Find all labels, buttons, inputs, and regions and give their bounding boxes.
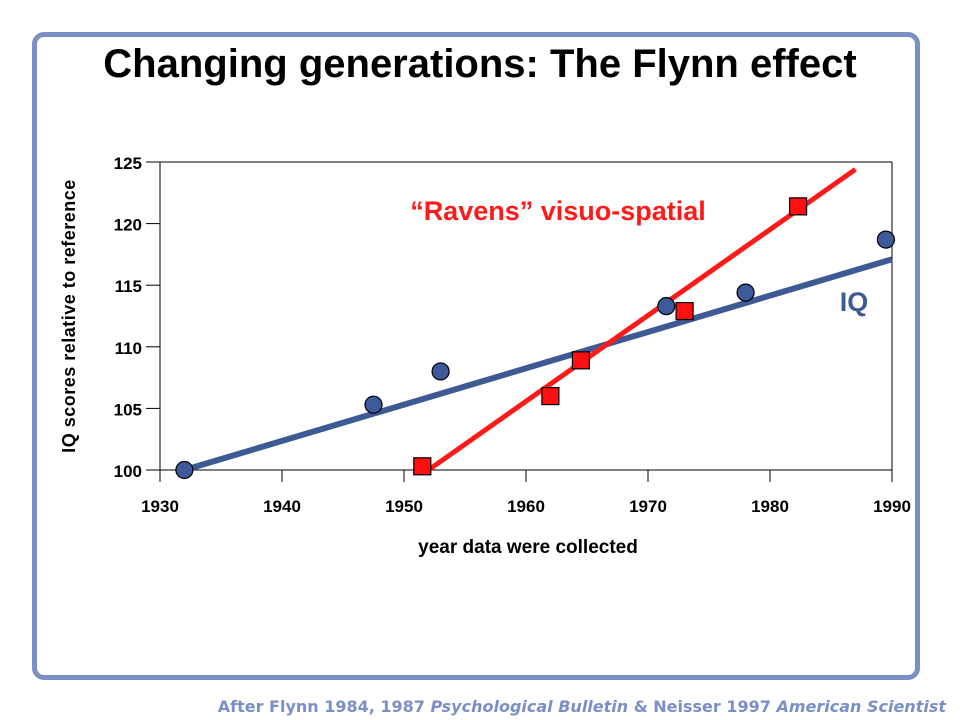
ravens-point bbox=[675, 301, 694, 321]
slide-title: Changing generations: The Flynn effect bbox=[103, 42, 857, 86]
x-tick-label: 1970 bbox=[629, 497, 667, 516]
iq-point bbox=[657, 297, 676, 316]
x-tick-label: 1940 bbox=[263, 497, 301, 516]
y-tick-label: 110 bbox=[115, 339, 142, 358]
slide-frame bbox=[32, 32, 920, 680]
iq-point bbox=[876, 230, 896, 249]
x-axis-label: year data were collected bbox=[418, 537, 638, 558]
y-tick-label: 125 bbox=[114, 154, 142, 173]
caption-prefix: After Flynn 1984, 1987 bbox=[217, 697, 431, 716]
x-tick-label: 1930 bbox=[141, 497, 179, 516]
x-tick-label: 1960 bbox=[507, 497, 545, 516]
caption-journal-2: American Scientist bbox=[776, 697, 946, 716]
ravens-point bbox=[413, 457, 432, 476]
source-caption: After Flynn 1984, 1987 Psychological Bul… bbox=[218, 697, 946, 716]
y-tick-label: 120 bbox=[114, 216, 142, 235]
ravens-point bbox=[541, 386, 560, 406]
x-tick-label: 1990 bbox=[873, 497, 911, 516]
chart-axes: 100 105 110 115 120 125 1930 1940 1950 1960 1970 19… bbox=[114, 154, 911, 516]
caption-middle: & Neisser 1997 bbox=[628, 697, 777, 716]
y-tick-label: 115 bbox=[115, 277, 142, 296]
chart-labels: year data were collected IQ scores relati… bbox=[59, 179, 868, 558]
iq-point bbox=[364, 395, 383, 414]
iq-point bbox=[175, 460, 194, 480]
ravens-point bbox=[788, 197, 808, 216]
ravens-series-label: “Ravens” visuo-spatial bbox=[410, 196, 706, 226]
x-tick-label: 1980 bbox=[751, 497, 789, 516]
x-tick-label: 1950 bbox=[385, 497, 423, 516]
iq-point bbox=[736, 283, 755, 302]
trend-lines bbox=[183, 167, 893, 473]
iq-series-label: IQ bbox=[840, 287, 869, 317]
data-markers bbox=[175, 197, 896, 480]
y-axis-label: IQ scores relative to reference bbox=[59, 179, 79, 453]
iq-trend-line bbox=[183, 256, 893, 473]
ravens-trend-line bbox=[426, 167, 857, 473]
caption-journal-1: Psychological Bulletin bbox=[430, 697, 629, 716]
y-tick-label: 105 bbox=[114, 400, 142, 419]
iq-point bbox=[431, 362, 450, 381]
y-tick-label: 100 bbox=[114, 462, 142, 481]
ravens-point bbox=[571, 351, 591, 370]
